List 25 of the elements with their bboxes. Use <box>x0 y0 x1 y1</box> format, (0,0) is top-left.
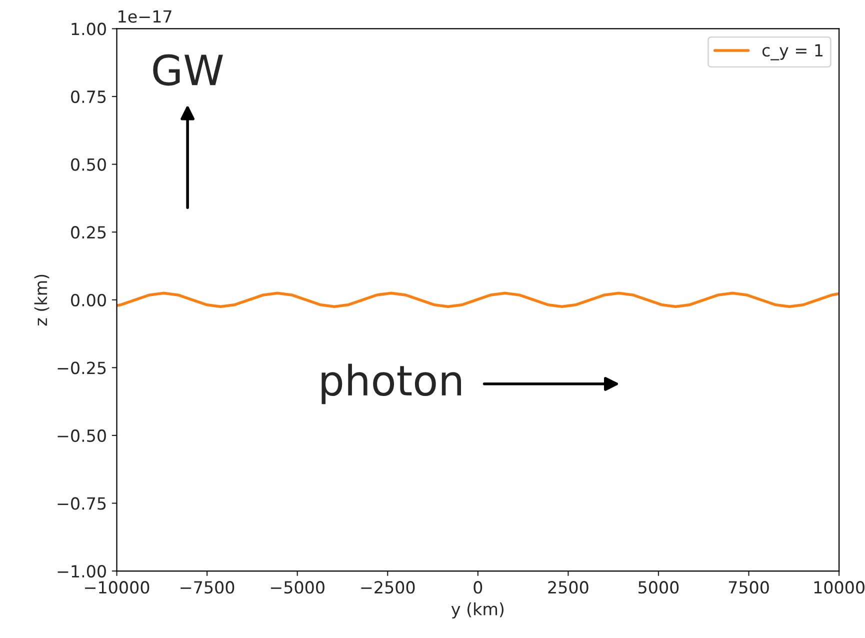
legend-label: c_y = 1 <box>762 44 823 60</box>
y-tick-label: 0.50 <box>71 158 106 171</box>
annotation: GW <box>153 54 223 86</box>
x-tick-label: 0 <box>474 581 482 594</box>
x-axis-title: y (km) <box>451 602 504 619</box>
x-tick-label: 5000 <box>638 581 679 594</box>
y-tick-label: −0.50 <box>58 429 106 442</box>
x-tick-label: −2500 <box>361 581 415 594</box>
y-tick-label: −0.75 <box>58 497 106 510</box>
line-series <box>116 292 840 308</box>
text: 1e−17 <box>118 10 172 23</box>
y-tick-label: 1.00 <box>72 22 106 36</box>
x-tick-label: 10000 <box>814 581 864 594</box>
y-tick-label: −0.25 <box>58 362 106 374</box>
y-tick-label: 0.25 <box>71 226 106 239</box>
y-tick-label: 0.75 <box>71 90 106 104</box>
y-axis-title: z (km) <box>34 274 50 326</box>
x-tick-label: 7500 <box>728 581 769 594</box>
annotation: photon <box>322 364 461 404</box>
x-tick-label: 2500 <box>548 581 588 594</box>
y-tick-label: 0.00 <box>71 294 106 306</box>
x-tick-label: −7500 <box>180 581 234 594</box>
y-tick-label: −1.00 <box>58 564 106 578</box>
x-tick-label: −5000 <box>270 581 324 594</box>
x-tick-label: −10000 <box>85 581 150 594</box>
